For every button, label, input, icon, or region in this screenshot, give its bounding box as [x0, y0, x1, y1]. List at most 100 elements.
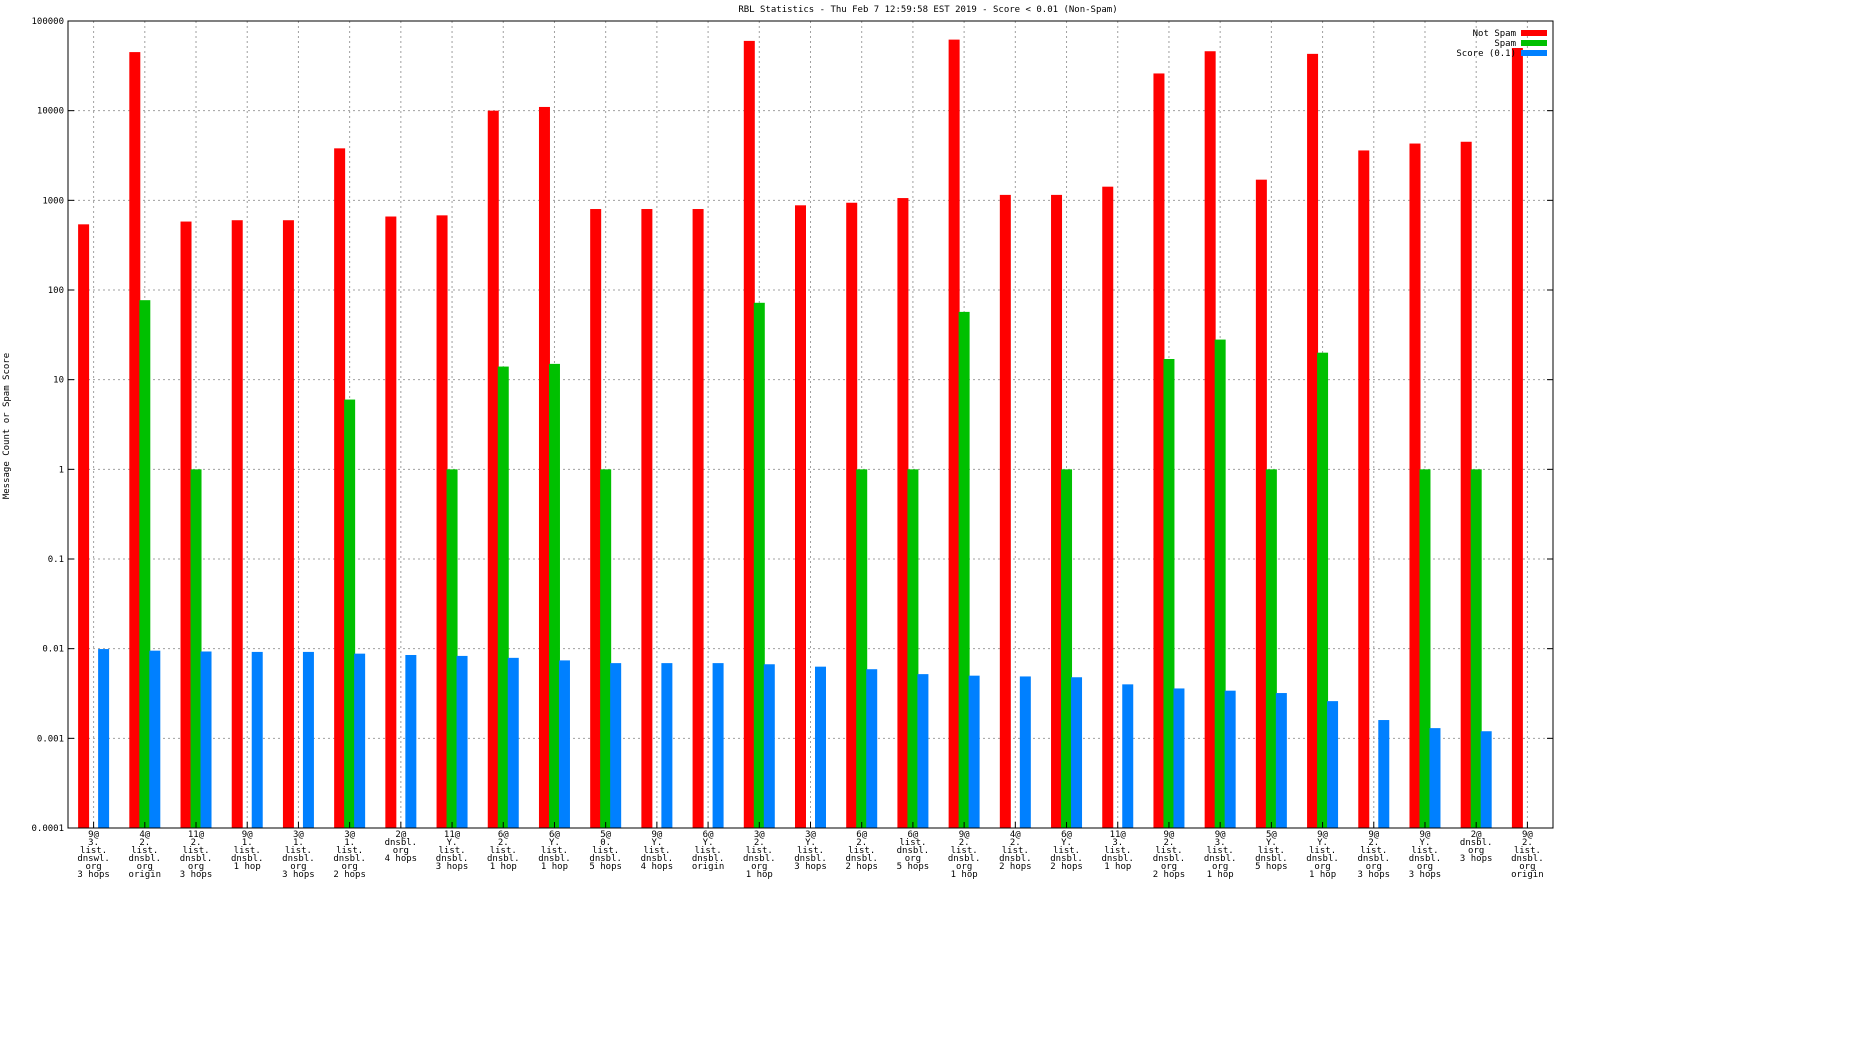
bar-score-0-1 — [815, 666, 826, 828]
bar-score-0-1 — [763, 664, 775, 828]
bar-spam — [907, 469, 919, 828]
bar-not-spam — [1358, 150, 1370, 828]
x-tick-label: 6@ Y. list. dnsbl. 2 hops — [1050, 830, 1083, 872]
y-tick-label: 0.01 — [42, 645, 64, 655]
bar-not-spam — [78, 224, 90, 829]
bar-score-0-1 — [405, 654, 417, 828]
bar-not-spam — [487, 110, 499, 828]
bar-not-spam — [999, 194, 1011, 829]
bar-score-0-1 — [661, 663, 673, 828]
x-tick-label: 6@ 2. list. dnsbl. 2 hops — [845, 830, 878, 872]
x-tick-label: 5@ Y. list. dnsbl. 5 hops — [1255, 830, 1288, 872]
bar-score-0-1 — [98, 649, 110, 828]
bar-spam — [446, 469, 458, 828]
bar-spam — [1265, 469, 1277, 828]
bar-spam — [1419, 469, 1431, 828]
x-tick-label: 9@ 3. list. dnswl. org 3 hops — [77, 830, 110, 880]
bar-score-0-1 — [1275, 693, 1287, 828]
bar-not-spam — [180, 221, 192, 828]
bar-not-spam — [1255, 179, 1267, 829]
bar-not-spam — [1102, 186, 1114, 828]
legend-swatch — [1521, 40, 1547, 46]
chart-title: RBL Statistics - Thu Feb 7 12:59:58 EST … — [738, 5, 1117, 15]
bar-not-spam — [282, 220, 294, 828]
bar-not-spam — [897, 198, 909, 829]
bars-layer — [78, 39, 1523, 829]
bar-spam — [1470, 469, 1482, 828]
bar-not-spam — [385, 216, 397, 828]
x-tick-label: 11@ 3. list. dnsbl. 1 hop — [1101, 830, 1134, 872]
bar-spam — [344, 399, 356, 828]
bar-score-0-1 — [712, 663, 724, 828]
bar-spam — [958, 311, 970, 828]
bar-not-spam — [129, 52, 141, 829]
x-tick-label: 3@ 2. list. dnsbl. org 1 hop — [743, 830, 776, 880]
bar-not-spam — [948, 39, 960, 829]
x-tick-label: 5@ 0. list. dnsbl. 5 hops — [589, 830, 622, 872]
x-tick-label: 9@ Y. list. dnsbl. org 3 hops — [1409, 830, 1442, 880]
bar-not-spam — [538, 106, 550, 828]
x-tick-label: 4@ 2. list. dnsbl. 2 hops — [999, 830, 1032, 872]
bar-score-0-1 — [1378, 720, 1390, 828]
bar-score-0-1 — [1429, 728, 1441, 828]
bar-spam — [190, 469, 202, 828]
bar-spam — [548, 363, 560, 828]
x-tick-label: 11@ 2. list. dnsbl. org 3 hops — [180, 830, 213, 880]
y-tick-label: 1 — [59, 465, 64, 475]
y-tick-label: 10 — [53, 376, 64, 386]
bar-score-0-1 — [456, 655, 468, 828]
y-tick-label: 10000 — [37, 107, 64, 117]
bar-not-spam — [692, 209, 704, 828]
y-tick-label: 100 — [48, 286, 64, 296]
legend-label: Not Spam — [1473, 29, 1516, 39]
bar-score-0-1 — [1122, 684, 1134, 828]
bar-score-0-1 — [507, 657, 519, 828]
x-tick-label: 9@ 3. list. dnsbl. org 1 hop — [1204, 830, 1237, 880]
bar-not-spam — [1409, 143, 1421, 828]
x-tick-label: 9@ 1. list. dnsbl. 1 hop — [231, 830, 264, 872]
bar-not-spam — [334, 148, 346, 828]
x-tick-label: 9@ 2. list. dnsbl. org 2 hops — [1153, 830, 1186, 880]
y-tick-label: 100000 — [31, 17, 64, 27]
x-tick-label: 9@ Y. list. dnsbl. 4 hops — [641, 830, 674, 872]
legend-label: Spam — [1494, 39, 1516, 49]
x-tick-label: 4@ 2. list. dnsbl. org origin — [129, 830, 162, 880]
y-axis-label: Message Count or Spam Score — [2, 353, 12, 499]
bar-score-0-1 — [1173, 688, 1185, 828]
bar-score-0-1 — [200, 651, 212, 828]
bar-score-0-1 — [1327, 701, 1339, 828]
bar-score-0-1 — [917, 674, 929, 828]
y-tick-label: 0.001 — [37, 734, 64, 744]
bar-spam — [753, 302, 765, 829]
x-tick-label: 6@ Y. list. dnsbl. origin — [692, 830, 725, 872]
y-tick-label: 0.0001 — [31, 824, 64, 834]
bar-spam — [497, 366, 509, 828]
bar-spam — [600, 469, 612, 828]
bar-score-0-1 — [1480, 731, 1492, 828]
bar-not-spam — [1511, 47, 1523, 828]
x-tick-label: 2@ dnsbl. org 4 hops — [385, 830, 418, 864]
x-tick-label: 11@ Y. list. dnsbl. 3 hops — [436, 830, 469, 872]
bar-score-0-1 — [558, 660, 570, 828]
plot-border — [67, 20, 1554, 829]
bar-score-0-1 — [149, 650, 161, 828]
y-tick-label: 1000 — [42, 196, 64, 206]
bar-not-spam — [743, 40, 755, 828]
legend-label: Score (0.1) — [1456, 49, 1516, 59]
bar-score-0-1 — [251, 651, 263, 828]
bar-score-0-1 — [866, 669, 878, 828]
x-tick-label: 3@ 1. list. dnsbl. org 2 hops — [333, 830, 366, 880]
bar-score-0-1 — [302, 651, 314, 828]
bar-not-spam — [1460, 141, 1472, 828]
bar-not-spam — [1307, 53, 1319, 828]
x-tick-label: 2@ dnsbl. org 3 hops — [1460, 830, 1493, 864]
bar-spam — [856, 469, 868, 828]
x-tick-label: 9@ 2. list. dnsbl. org 3 hops — [1358, 830, 1391, 880]
bar-not-spam — [795, 205, 806, 828]
bar-not-spam — [846, 202, 858, 829]
bar-spam — [139, 300, 151, 829]
bar-score-0-1 — [1071, 677, 1083, 828]
bar-not-spam — [231, 220, 243, 828]
bar-not-spam — [436, 215, 448, 829]
